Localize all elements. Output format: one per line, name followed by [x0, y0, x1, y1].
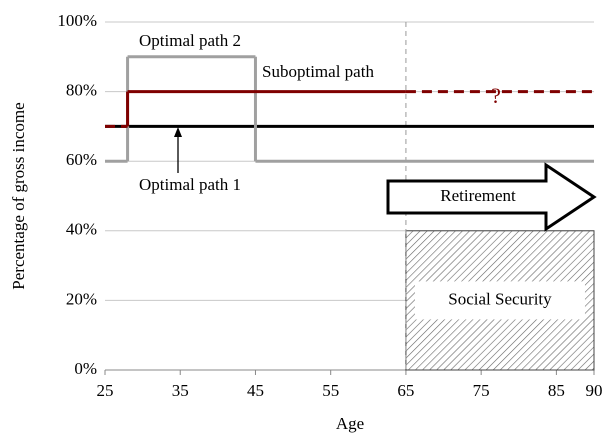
- x-axis-label: Age: [336, 414, 364, 433]
- y-tick-label: 100%: [57, 11, 97, 30]
- y-axis-label: Percentage of gross income: [9, 102, 28, 289]
- arrow-head: [174, 127, 182, 137]
- y-tick-label: 0%: [74, 359, 97, 378]
- label-box: [414, 281, 585, 320]
- retirement-arrow: [386, 162, 597, 232]
- y-tick-label: 20%: [66, 289, 97, 308]
- region-label: Social Security: [448, 289, 552, 308]
- retirement-label: Retirement: [440, 186, 516, 205]
- x-tick-label: 65: [397, 381, 414, 400]
- x-tick-label: 45: [247, 381, 264, 400]
- y-tick-label: 80%: [66, 81, 97, 100]
- series-label: Optimal path 1: [139, 175, 241, 194]
- y-tick-label: 60%: [66, 150, 97, 169]
- x-tick-label: 25: [97, 381, 114, 400]
- x-tick-label: 85: [548, 381, 565, 400]
- y-tick-label: 40%: [66, 220, 97, 239]
- x-tick-label: 35: [172, 381, 189, 400]
- series-label: Optimal path 2: [139, 31, 241, 50]
- series-label: Suboptimal path: [262, 62, 374, 81]
- x-tick-label: 55: [322, 381, 339, 400]
- x-tick-label: 90: [586, 381, 603, 400]
- x-tick-label: 75: [473, 381, 490, 400]
- question-mark: ?: [491, 83, 501, 108]
